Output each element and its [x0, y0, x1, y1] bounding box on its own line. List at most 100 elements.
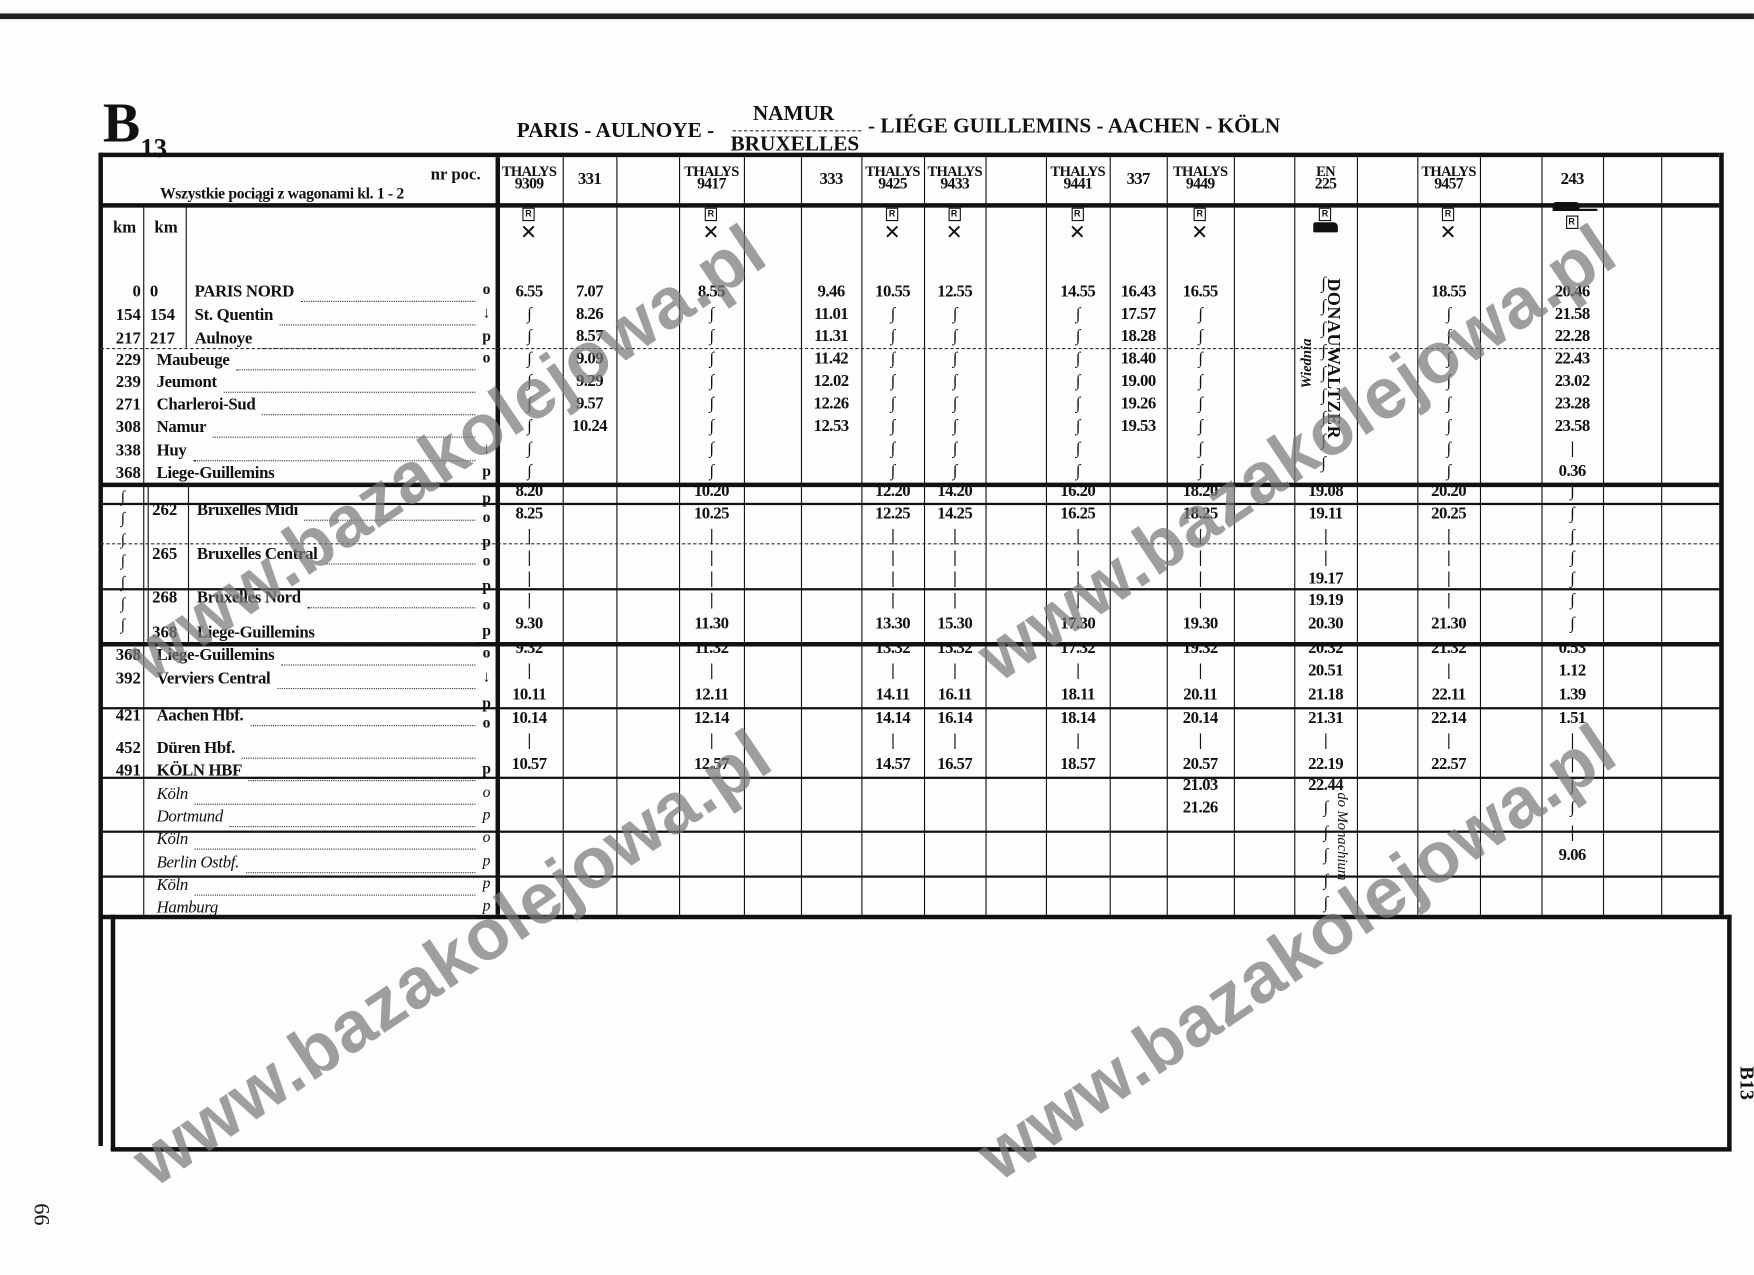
- time-cell: 12.02: [813, 372, 850, 391]
- row-divider: [100, 707, 1720, 710]
- station-name: St. Quentin: [194, 305, 476, 326]
- column-divider: [1661, 157, 1663, 915]
- station-km: 217: [115, 329, 141, 348]
- bypass-mark: ∫: [1323, 799, 1329, 818]
- time-cell: 17.57: [1120, 305, 1157, 324]
- train-number: 337: [1126, 170, 1151, 189]
- bypass-mark: ∫: [709, 462, 714, 481]
- station-label: St. Quentin: [194, 306, 274, 325]
- reservation-icon: R: [1193, 207, 1206, 222]
- row-divider: [100, 347, 1720, 350]
- station-label: Charleroi-Sud: [156, 396, 256, 415]
- station-km: 392: [115, 670, 141, 689]
- no-stop-mark: |: [953, 570, 957, 589]
- no-stop-mark: |: [709, 591, 714, 610]
- no-stop-mark: |: [1198, 548, 1203, 567]
- time-cell: 14.11: [875, 685, 911, 704]
- time-cell: 20.46: [1554, 282, 1591, 301]
- scan-edge: [0, 13, 1754, 20]
- no-stop-mark: |: [1198, 662, 1203, 681]
- bypass-mark: ∫: [1570, 591, 1575, 610]
- km2-divider: [147, 482, 149, 643]
- bypass-mark: ∫: [1075, 462, 1081, 481]
- column-divider: [1479, 157, 1482, 915]
- bypass-mark: ∫: [1323, 872, 1329, 891]
- bypass-mark: ∫: [1570, 799, 1575, 818]
- train-type: EN: [1316, 162, 1336, 180]
- station-label: KÖLN HBF: [156, 762, 243, 781]
- column-divider: [743, 157, 745, 915]
- bypass-mark: ∫: [890, 462, 896, 481]
- station-name: Köln: [157, 875, 476, 896]
- row-divider: [100, 502, 1720, 506]
- bypass-mark: ∫: [120, 553, 126, 571]
- time-cell: 10.55: [875, 282, 911, 301]
- time-cell: 10.24: [572, 417, 608, 436]
- train-number: 331: [577, 170, 602, 189]
- train-number-label: nr poc.: [430, 166, 481, 185]
- column-divider: [1166, 157, 1168, 915]
- bypass-mark: ∫: [890, 395, 896, 414]
- no-stop-mark: |: [953, 591, 957, 610]
- station-name: Köln: [157, 829, 476, 850]
- station-name: Liege-Guillemins: [157, 464, 476, 484]
- restaurant-icon: ✕: [945, 221, 963, 245]
- arrival-departure-mark: p: [482, 897, 491, 915]
- origin-note-wiednia: Wiednia: [1297, 338, 1315, 389]
- no-stop-mark: |: [1447, 662, 1451, 681]
- time-cell: 16.25: [1060, 505, 1096, 524]
- station-label: Aachen Hbf.: [156, 707, 244, 726]
- time-cell: 22.43: [1554, 350, 1591, 369]
- station-name: Huy: [157, 441, 476, 462]
- station-name: Hamburg: [157, 898, 476, 919]
- bypass-mark: ∫: [120, 595, 126, 613]
- no-stop-mark: |: [527, 527, 532, 546]
- column-divider: [1356, 157, 1358, 915]
- no-stop-mark: |: [1076, 591, 1080, 610]
- bypass-mark: ∫: [527, 327, 532, 346]
- bypass-mark: ∫: [527, 417, 532, 436]
- time-cell: 19.32: [1182, 639, 1219, 658]
- leader-dots: [300, 282, 476, 302]
- leader-dots: [194, 875, 476, 896]
- train-type: THALYS: [1173, 162, 1228, 180]
- bypass-mark: ∫: [709, 327, 714, 346]
- bypass-mark: ∫: [1075, 439, 1081, 458]
- bypass-mark: ∫: [1321, 409, 1326, 428]
- leader-dots: [277, 669, 476, 690]
- restaurant-icon: ✕: [883, 221, 901, 245]
- time-cell: 0.53: [1558, 639, 1587, 658]
- no-stop-mark: |: [1076, 527, 1080, 546]
- time-cell: 12.57: [693, 755, 730, 774]
- reservation-icon: R: [1565, 215, 1578, 229]
- leader-dots: [194, 829, 476, 850]
- time-cell: 15.32: [937, 639, 973, 658]
- no-stop-mark: |: [1447, 527, 1451, 546]
- header-bottom-border: [100, 203, 1720, 208]
- column-divider: [1719, 157, 1721, 915]
- bypass-mark: ∫: [1323, 823, 1329, 842]
- no-stop-mark: |: [1570, 755, 1575, 774]
- time-cell: 19.30: [1182, 615, 1219, 634]
- row-divider: [100, 875, 1720, 878]
- class-note: Wszystkie pociągi z wagonami kl. 1 - 2: [159, 186, 404, 204]
- leader-dots: [250, 706, 476, 727]
- station-km: 368: [115, 646, 141, 665]
- arrival-departure-mark: ↓: [482, 441, 491, 458]
- time-cell: 23.58: [1554, 417, 1591, 436]
- station-name: Liege-Guillemins: [157, 645, 476, 666]
- bypass-mark: ∫: [1198, 305, 1203, 324]
- time-cell: 10.20: [693, 482, 730, 501]
- station-name: PARIS NORD: [195, 282, 476, 302]
- time-cell: 19.26: [1120, 395, 1157, 414]
- route-branch-bottom: BRUXELLES: [730, 132, 860, 157]
- time-cell: 17.32: [1060, 639, 1096, 658]
- leader-dots: [194, 785, 476, 805]
- bypass-mark: ∫: [527, 439, 532, 458]
- time-cell: 9.57: [575, 395, 604, 414]
- no-stop-mark: |: [709, 570, 714, 589]
- time-cell: 21.30: [1431, 615, 1467, 634]
- time-cell: 8.25: [515, 505, 544, 524]
- station-label: Liege-Guillemins: [196, 624, 315, 643]
